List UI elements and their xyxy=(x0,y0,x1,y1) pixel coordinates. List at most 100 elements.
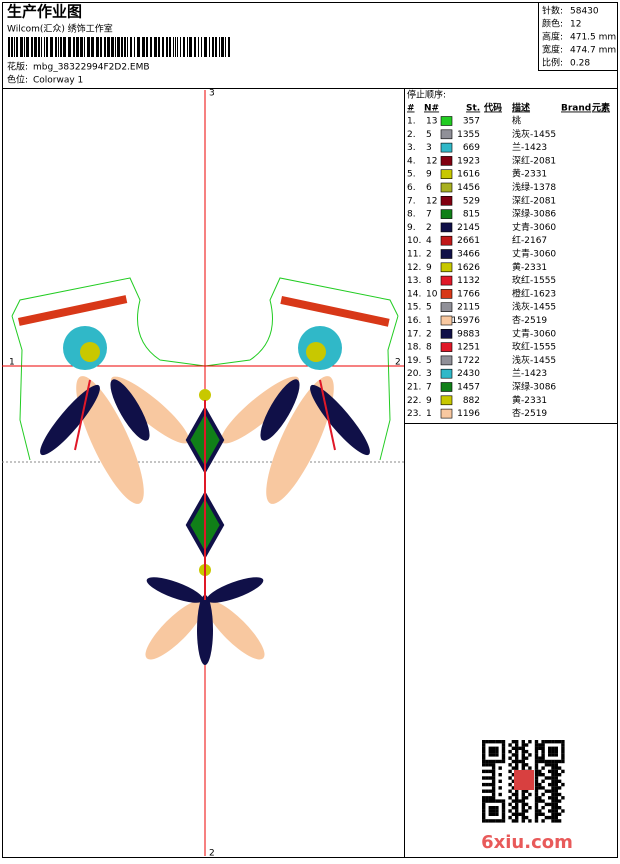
description: 黄-2331 xyxy=(512,394,547,406)
qr-cell xyxy=(544,789,549,793)
qr-cell xyxy=(528,766,532,770)
qr-cell xyxy=(551,769,555,774)
stitches: 1457 xyxy=(457,383,480,393)
needle: 5 xyxy=(426,303,432,313)
qr-cell xyxy=(534,792,539,797)
qr-cell xyxy=(518,812,522,816)
qr-cell xyxy=(508,763,512,767)
qr-cell xyxy=(518,759,522,764)
qr-cell xyxy=(534,799,539,803)
bar xyxy=(73,37,75,57)
qr-cell xyxy=(482,753,486,757)
qr-cell xyxy=(524,763,529,767)
qr-cell xyxy=(524,789,529,793)
qr-cell xyxy=(521,812,525,816)
info-label: 高度: xyxy=(542,31,563,43)
qr-cell xyxy=(554,802,558,807)
qr-cell xyxy=(557,779,562,783)
needle: 8 xyxy=(426,343,432,353)
bar xyxy=(221,37,224,57)
bar xyxy=(169,37,171,57)
qr-cell xyxy=(541,759,545,764)
qr-cell xyxy=(515,753,519,757)
qr-cell xyxy=(488,782,492,787)
qr-cell xyxy=(501,746,506,750)
qr-cell xyxy=(538,756,542,760)
qr-cell xyxy=(541,766,545,770)
qr-cell xyxy=(551,796,555,800)
qr-cell xyxy=(524,815,529,820)
needle: 7 xyxy=(426,210,432,220)
bar xyxy=(46,37,48,57)
row-index: 14. xyxy=(407,289,421,299)
qr-cell xyxy=(557,819,562,823)
colorway-label: 色位: xyxy=(7,74,28,86)
qr-cell xyxy=(554,776,558,780)
qr-cell xyxy=(554,796,558,800)
bar xyxy=(198,37,199,57)
qr-cell xyxy=(511,740,516,744)
qr-cell xyxy=(495,806,499,810)
stitches: 1923 xyxy=(457,156,480,166)
bar xyxy=(180,37,181,57)
description: 兰-1423 xyxy=(512,367,547,379)
info-value: 0.28 xyxy=(570,59,590,69)
description: 浅灰-1455 xyxy=(512,354,556,366)
qr-cell xyxy=(541,792,545,797)
qr-cell xyxy=(515,759,519,764)
stitches: 1355 xyxy=(457,130,480,140)
bar xyxy=(31,37,33,57)
qr-cell xyxy=(508,769,512,774)
qr-cell xyxy=(488,806,492,810)
qr-cell xyxy=(485,759,489,764)
qr-cell xyxy=(501,819,506,823)
description: 杏-2519 xyxy=(512,314,547,326)
bar xyxy=(187,37,188,57)
needle: 13 xyxy=(426,117,437,127)
qr-cell xyxy=(554,806,558,810)
row-index: 17. xyxy=(407,329,421,339)
bar xyxy=(158,37,160,57)
qr-cell xyxy=(485,782,489,787)
qr-cell xyxy=(554,812,558,816)
qr-cell xyxy=(561,753,565,757)
qr-cell xyxy=(541,819,545,823)
description: 丈青-3060 xyxy=(512,248,556,260)
bar xyxy=(76,37,79,57)
qr-cell xyxy=(551,749,555,754)
qr-cell xyxy=(491,819,496,823)
color-swatch xyxy=(440,395,453,406)
qr-cell xyxy=(515,740,519,744)
stitches: 357 xyxy=(463,117,480,127)
qr-logo xyxy=(514,770,534,790)
qr-cell xyxy=(551,773,555,777)
qr-cell xyxy=(548,740,552,744)
qr-cell xyxy=(534,806,539,810)
qr-cell xyxy=(511,766,516,770)
qr-cell xyxy=(521,796,525,800)
bar xyxy=(219,37,220,57)
color-swatch xyxy=(440,289,453,299)
qr-cell xyxy=(521,802,525,807)
row-index: 4. xyxy=(407,156,416,166)
bar xyxy=(209,37,210,57)
qr-cell xyxy=(541,812,545,816)
bar xyxy=(104,37,106,57)
qr-cell xyxy=(515,819,519,823)
qr-cell xyxy=(528,819,532,823)
qr-cell xyxy=(488,759,492,764)
stitches: 882 xyxy=(463,396,480,406)
stitches: 2115 xyxy=(457,303,480,313)
qr-cell xyxy=(551,759,555,764)
bar xyxy=(225,37,226,57)
qr-cell xyxy=(508,789,512,793)
qr-cell xyxy=(538,759,542,764)
qr-cell xyxy=(551,763,555,767)
qr-cell xyxy=(534,743,539,747)
axis-marker: 2 xyxy=(209,849,215,859)
qr-cell xyxy=(501,759,506,764)
qr-cell xyxy=(491,779,496,783)
qr-cell xyxy=(491,782,496,787)
qr-cell xyxy=(557,766,562,770)
row-index: 23. xyxy=(407,409,421,419)
